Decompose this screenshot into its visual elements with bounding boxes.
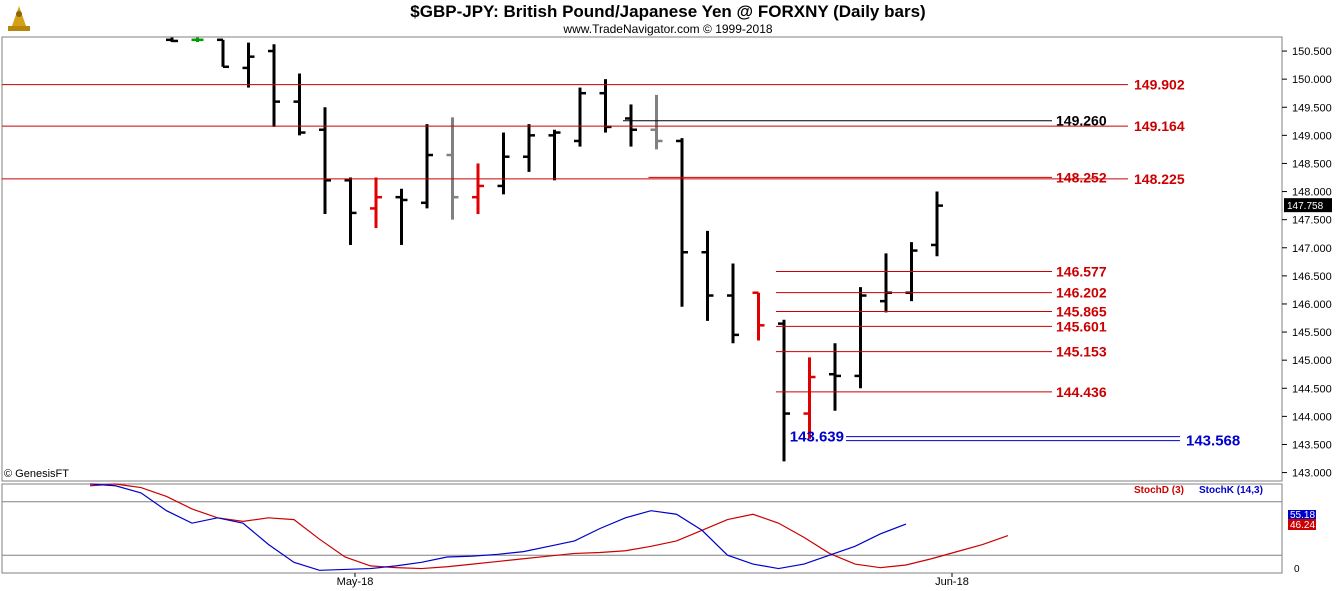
chart-title: $GBP-JPY: British Pound/Japanese Yen @ F… [410,2,926,21]
stochd-value: 46.24 [1290,520,1315,531]
last-price-box [1284,198,1332,213]
y-tick-label: 148.500 [1292,158,1332,170]
level-label: 143.568 [1186,433,1240,450]
y-tick-label: 149.000 [1292,130,1332,142]
x-tick-label: Jun-18 [935,576,969,588]
oscillator-panel-frame [1,483,1283,574]
genesis-logo-icon [4,4,34,34]
osc-y-tick-label: 0 [1294,564,1300,575]
y-tick-label: 146.000 [1292,299,1332,311]
y-tick-label: 143.500 [1292,439,1332,451]
level-label: 145.601 [1056,318,1107,334]
y-tick-label: 145.000 [1292,355,1332,367]
y-tick-label: 146.500 [1292,271,1332,283]
level-label: 143.639 [790,429,844,446]
level-label: 149.164 [1134,118,1185,134]
price-panel-frame [1,36,1283,482]
stochd-legend: StochD (3) [1134,485,1184,496]
y-tick-label: 144.000 [1292,411,1332,423]
level-label: 149.260 [1056,113,1107,129]
chart-subtitle: www.TradeNavigator.com © 1999-2018 [563,22,773,36]
y-tick-label: 145.500 [1292,327,1332,339]
level-label: 146.202 [1056,285,1107,301]
x-tick-label: May-18 [337,576,374,588]
stochk-value-box [1288,510,1316,520]
level-label: 146.577 [1056,264,1107,280]
stoch-line [89,483,1009,570]
level-label: 149.902 [1134,77,1185,93]
y-tick-label: 143.000 [1292,468,1332,480]
level-label: 148.252 [1056,169,1107,185]
y-tick-label: 150.500 [1292,46,1332,58]
copyright-label: © GenesisFT [4,468,69,480]
stoch-line [89,483,907,571]
stochk-value: 55.18 [1290,510,1315,521]
level-label: 145.865 [1056,304,1107,320]
last-price-label: 147.758 [1287,201,1324,212]
y-tick-label: 150.000 [1292,74,1332,86]
y-tick-label: 147.000 [1292,243,1332,255]
stochd-value-box [1288,519,1316,530]
level-label: 144.436 [1056,384,1107,400]
level-label: 148.225 [1134,171,1185,187]
y-tick-label: 144.500 [1292,383,1332,395]
stochk-legend: StochK (14,3) [1199,485,1263,496]
level-label: 145.153 [1056,344,1107,360]
y-tick-label: 148.000 [1292,187,1332,199]
y-tick-label: 149.500 [1292,102,1332,114]
y-tick-label: 147.500 [1292,215,1332,227]
